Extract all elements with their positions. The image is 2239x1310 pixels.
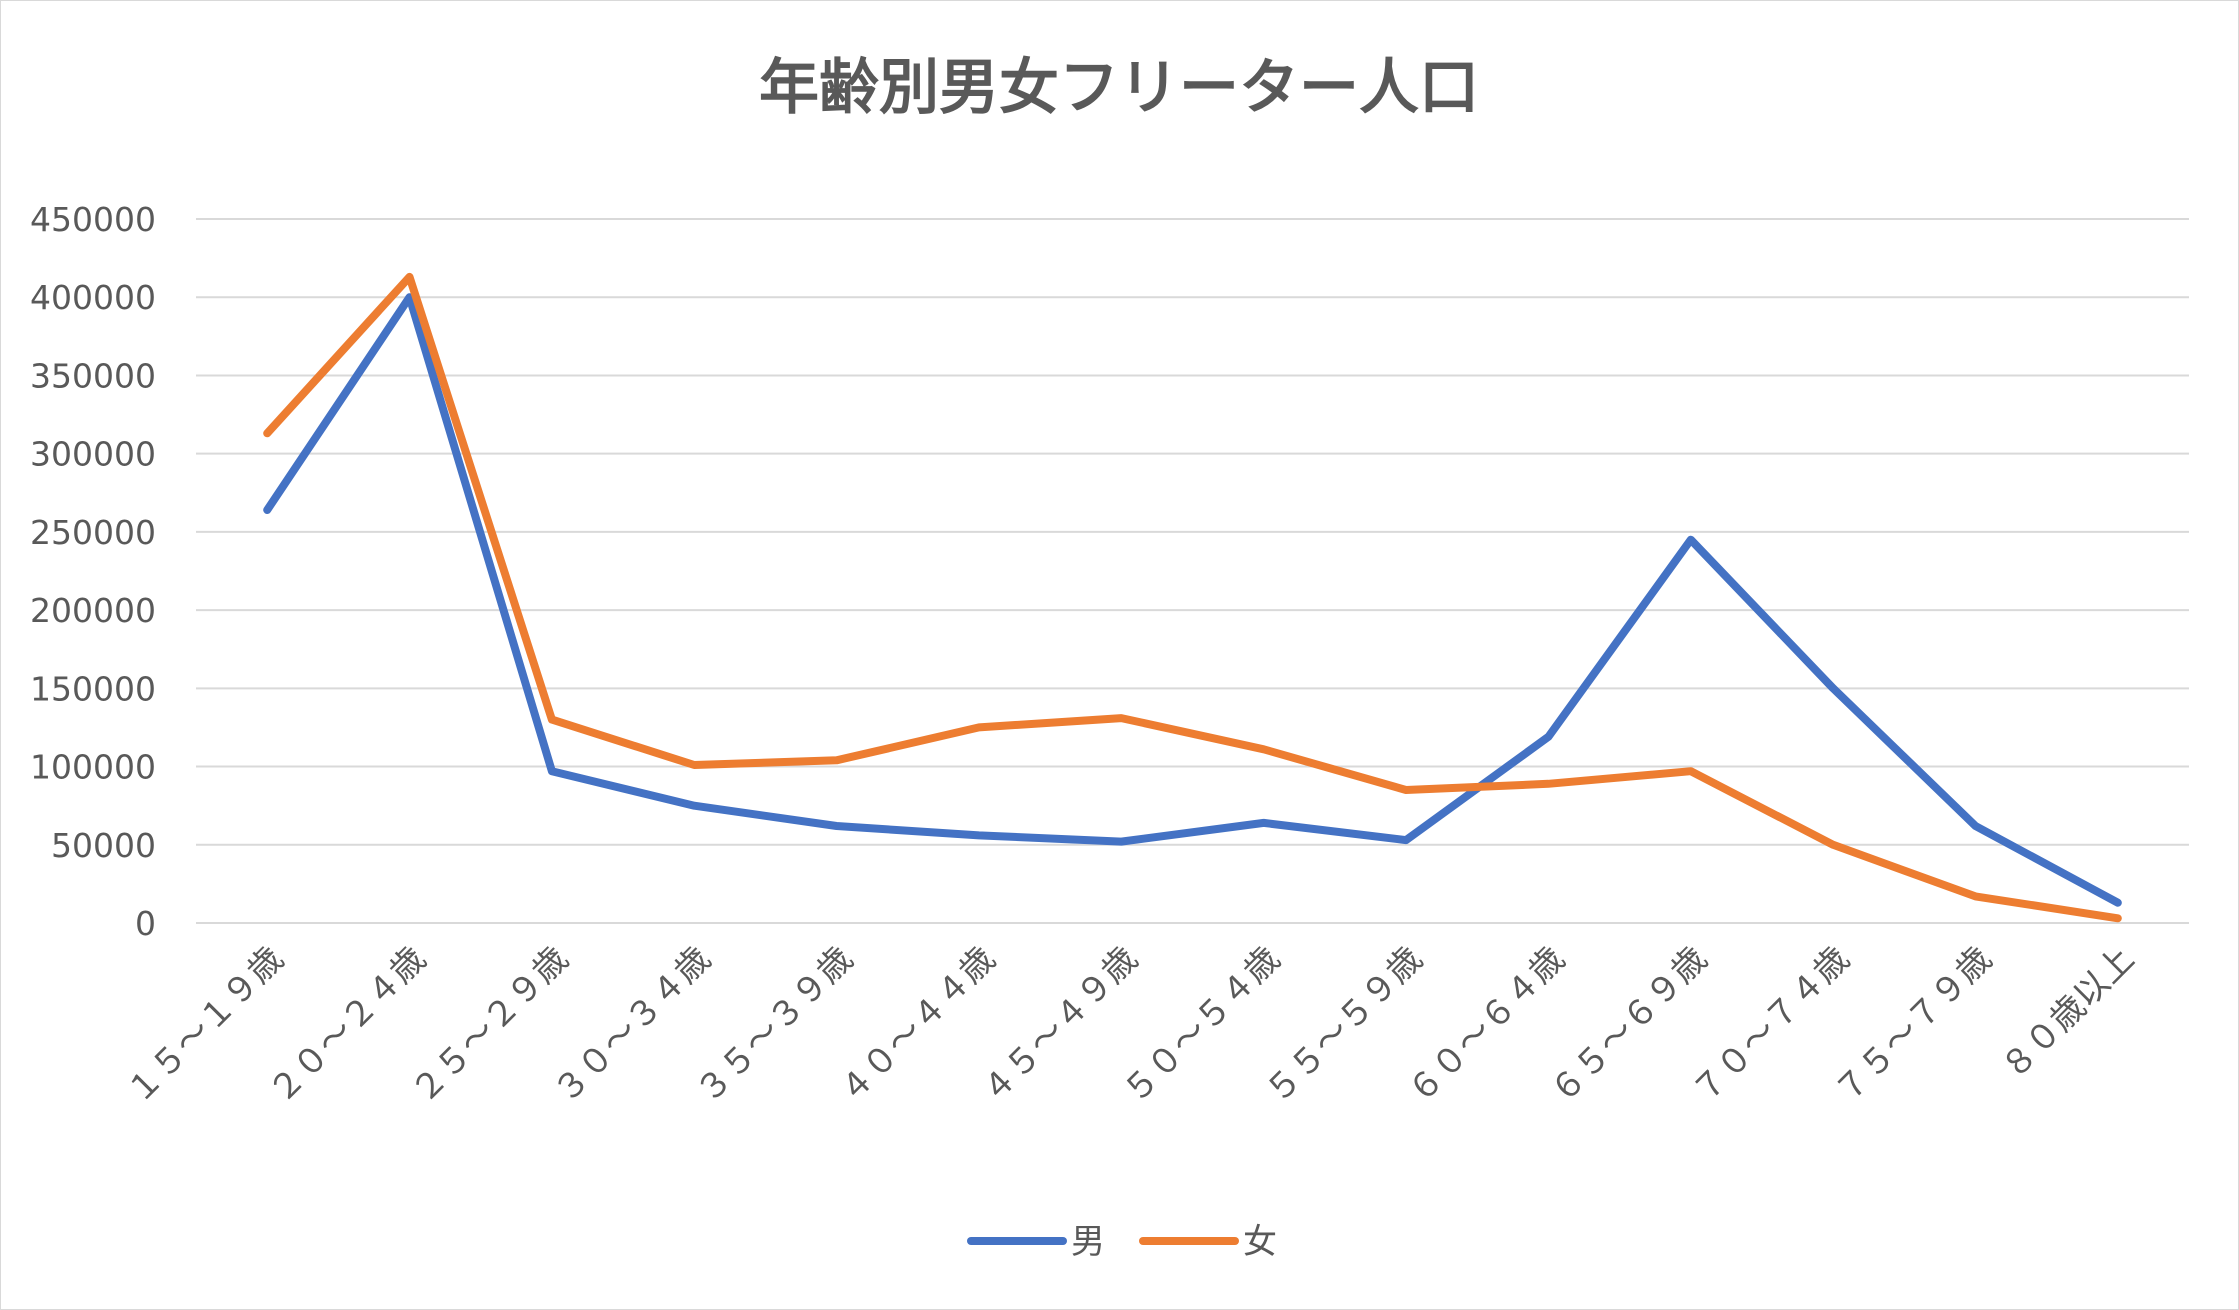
- series-lines: [263, 272, 2122, 923]
- x-axis-category-labels: １５～１９歳２０～２４歳２５～２９歳３０～３４歳３５～３９歳４０～４４歳４５～４…: [119, 939, 2142, 1112]
- y-tick-label: 0: [135, 904, 156, 943]
- y-tick-label: 300000: [30, 435, 156, 474]
- y-tick-label: 250000: [30, 513, 156, 552]
- legend: 男女: [967, 1222, 1277, 1262]
- y-axis-tick-labels: 0 50000 100000 150000 200000 250000 300000 3500…: [30, 200, 156, 943]
- y-tick-label: 450000: [30, 200, 156, 239]
- legend-label: 女: [1243, 1222, 1277, 1262]
- series-line-1: [263, 293, 2122, 907]
- y-tick-label: 150000: [30, 669, 156, 708]
- series-line-2: [263, 272, 2122, 923]
- y-tick-label: 400000: [30, 278, 156, 317]
- y-tick-label: 100000: [30, 748, 156, 787]
- x-category-label: ８０歳以上: [1994, 939, 2142, 1087]
- y-tick-label: 200000: [30, 591, 156, 630]
- chart-title: 年齢別男女フリーター人口: [759, 53, 1479, 123]
- y-tick-label: 50000: [51, 826, 156, 865]
- y-tick-label: 350000: [30, 356, 156, 395]
- legend-label: 男: [1071, 1222, 1105, 1262]
